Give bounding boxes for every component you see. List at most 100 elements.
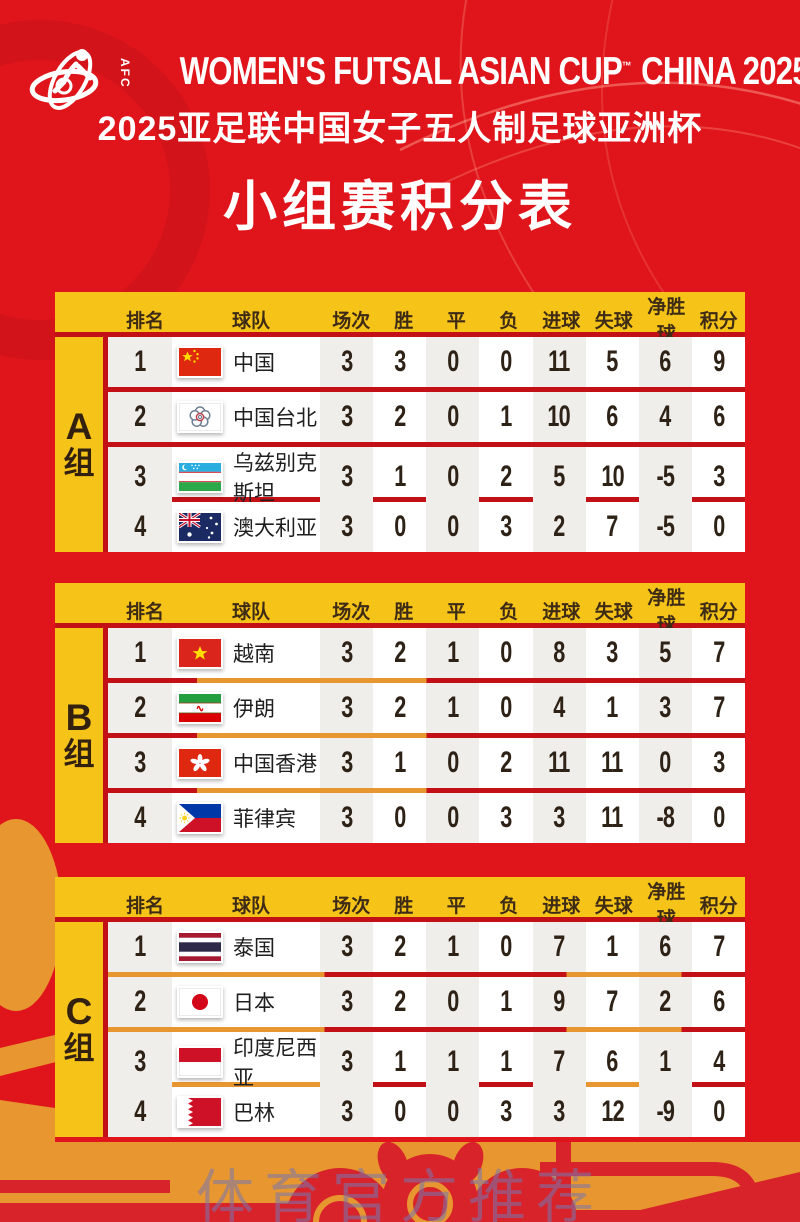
table-row: 4 澳大利亚 3 0 0 3 2 7 -5 0: [108, 502, 745, 552]
stat-cell-lost: 3: [479, 502, 532, 552]
team-name: 中国: [233, 352, 275, 375]
group-suffix: 组: [63, 736, 95, 772]
team-name: 巴林: [233, 1102, 275, 1125]
group-letter: A: [65, 406, 93, 448]
stat-cell-drawn: 0: [426, 977, 480, 1027]
stat-value: 2: [500, 746, 512, 779]
stat-value: 2: [659, 985, 672, 1018]
group-table-header: 排名 球队 场次胜平负进球 失球 净胜球 积分: [55, 292, 745, 345]
stat-value: 1: [447, 636, 459, 669]
stat-cell-points: 4: [692, 1032, 745, 1092]
stat-cell-goals-against: 1: [586, 683, 639, 733]
afc-label: AFC: [118, 58, 132, 89]
column-header: 积分: [699, 895, 738, 917]
stat-value: 7: [712, 930, 725, 963]
group-letter: C: [65, 991, 93, 1033]
column-header: 失球: [594, 601, 633, 623]
stat-value: 1: [394, 1045, 406, 1078]
table-row: 4 巴林 3 0 0 3 3 12 -9 0: [108, 1087, 745, 1137]
stat-value: 3: [340, 1095, 353, 1128]
stat-cell-goals-for: 7: [532, 922, 586, 972]
stat-cell-goals-against: 11: [586, 793, 639, 843]
stat-value: 0: [712, 801, 725, 834]
stat-value: 3: [712, 746, 725, 779]
team-name: 中国香港: [233, 753, 317, 776]
stat-value: 3: [340, 460, 353, 493]
column-header: 负: [499, 895, 519, 917]
stat-cell-goals-for: 11: [532, 738, 586, 788]
column-header: 失球: [594, 895, 633, 917]
rank-value: 1: [134, 345, 146, 378]
stat-cell-lost: 0: [479, 337, 532, 387]
stat-cell-points: 6: [692, 392, 745, 442]
trademark-symbol: ™: [621, 59, 632, 73]
rank-cell: 2: [108, 683, 172, 733]
flag-indonesia-icon: [177, 1046, 223, 1078]
stat-cell-played: 3: [320, 977, 374, 1027]
stat-value: 6: [606, 1045, 619, 1078]
flag-iran-icon: [177, 692, 223, 724]
stat-value: -5: [656, 510, 675, 543]
stat-cell-won: 0: [373, 502, 426, 552]
stat-cell-played: 3: [320, 683, 374, 733]
team-cell: 中国: [172, 337, 320, 387]
stat-cell-goal-diff: -5: [638, 447, 692, 507]
rank-cell: 1: [108, 628, 172, 678]
rank-cell: 1: [108, 337, 172, 387]
team-cell: 乌兹别克斯坦: [172, 447, 320, 507]
group-label: C 组: [55, 922, 103, 1137]
stat-cell-won: 1: [373, 447, 426, 507]
tournament-subtitle-cn: 2025亚足联中国女子五人制足球亚洲杯: [97, 110, 703, 148]
stat-cell-drawn: 1: [426, 922, 480, 972]
stat-cell-goal-diff: 5: [638, 628, 692, 678]
stat-cell-points: 7: [692, 628, 745, 678]
stat-cell-lost: 3: [479, 1087, 532, 1137]
stat-cell-goals-against: 6: [586, 392, 639, 442]
table-row: 1 越南 3 2 1 0 8 3 5 7: [108, 628, 745, 678]
page-title: 小组赛积分表: [223, 177, 577, 237]
stat-value: 3: [340, 746, 353, 779]
rank-value: 4: [134, 801, 146, 834]
stat-value: 7: [712, 691, 725, 724]
stat-cell-goal-diff: 1: [638, 1032, 692, 1092]
flag-thailand-icon: [177, 931, 223, 963]
stat-value: 2: [394, 985, 406, 1018]
group-label: B 组: [55, 628, 103, 843]
stat-cell-goals-against: 12: [586, 1087, 639, 1137]
team-name: 乌兹别克斯坦: [233, 452, 317, 505]
stat-cell-drawn: 0: [426, 447, 480, 507]
column-header: 进球: [542, 895, 581, 917]
team-name: 澳大利亚: [233, 517, 317, 540]
stat-value: 0: [447, 345, 459, 378]
stat-cell-goal-diff: 2: [638, 977, 692, 1027]
stat-cell-won: 0: [373, 793, 426, 843]
rank-cell: 1: [108, 922, 172, 972]
stat-cell-lost: 2: [479, 447, 532, 507]
stat-cell-goals-against: 3: [586, 628, 639, 678]
stat-cell-goals-against: 11: [586, 738, 639, 788]
stat-cell-goals-against: 7: [586, 502, 639, 552]
column-header: 失球: [594, 310, 633, 332]
rank-value: 2: [134, 985, 146, 1018]
stat-cell-drawn: 0: [426, 1087, 480, 1137]
stat-cell-goals-for: 10: [532, 392, 586, 442]
stat-cell-goal-diff: 6: [638, 337, 692, 387]
group-table-header: 排名 球队 场次胜平负进球 失球 净胜球 积分: [55, 583, 745, 636]
team-cell: 日本: [172, 977, 320, 1027]
column-header: 平: [446, 601, 466, 623]
stat-value: 10: [547, 400, 571, 433]
stat-value: 3: [340, 400, 353, 433]
stat-value: 1: [394, 746, 406, 779]
stat-cell-won: 1: [373, 738, 426, 788]
flag-hong-kong-icon: [177, 747, 223, 779]
stat-value: -9: [656, 1095, 675, 1128]
stat-value: 0: [712, 510, 725, 543]
rank-cell: 3: [108, 738, 172, 788]
stat-cell-won: 0: [373, 1087, 426, 1137]
stat-cell-goals-for: 3: [532, 1087, 586, 1137]
stat-value: 1: [500, 985, 512, 1018]
rank-cell: 2: [108, 392, 172, 442]
team-name: 印度尼西亚: [233, 1037, 317, 1090]
